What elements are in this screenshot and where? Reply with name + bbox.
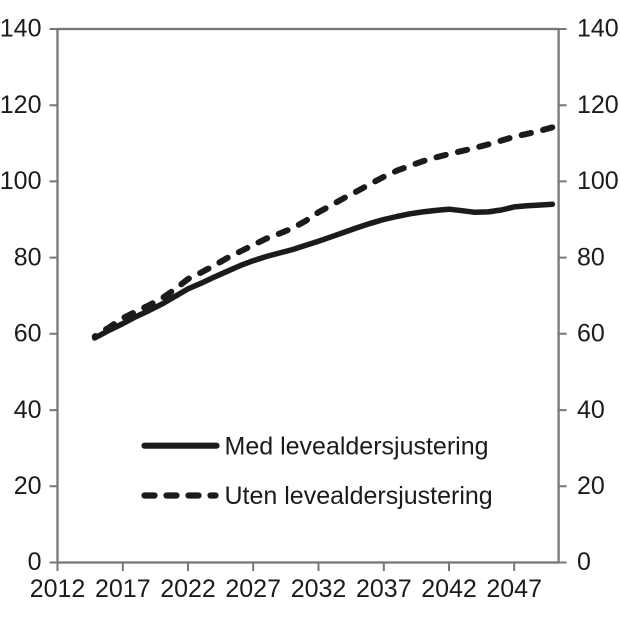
svg-text:0: 0	[577, 548, 591, 576]
svg-text:140: 140	[577, 15, 619, 43]
svg-text:40: 40	[577, 396, 605, 424]
svg-text:20: 20	[14, 472, 42, 500]
svg-text:2032: 2032	[291, 575, 347, 603]
svg-text:2042: 2042	[421, 575, 477, 603]
svg-text:Med levealdersjustering: Med levealdersjustering	[225, 432, 489, 460]
svg-text:80: 80	[14, 243, 42, 271]
svg-text:100: 100	[0, 167, 42, 195]
svg-text:2022: 2022	[160, 575, 216, 603]
svg-text:2027: 2027	[225, 575, 281, 603]
svg-text:40: 40	[14, 396, 42, 424]
svg-text:120: 120	[577, 91, 619, 119]
svg-text:2037: 2037	[356, 575, 412, 603]
svg-text:2012: 2012	[30, 575, 86, 603]
svg-text:2017: 2017	[95, 575, 151, 603]
svg-text:120: 120	[0, 91, 42, 119]
svg-text:Uten levealdersjustering: Uten levealdersjustering	[225, 482, 493, 510]
svg-text:60: 60	[14, 320, 42, 348]
svg-text:100: 100	[577, 167, 619, 195]
svg-text:140: 140	[0, 15, 42, 43]
svg-text:2047: 2047	[486, 575, 542, 603]
svg-text:0: 0	[28, 548, 42, 576]
svg-text:20: 20	[577, 472, 605, 500]
svg-text:80: 80	[577, 243, 605, 271]
svg-text:60: 60	[577, 320, 605, 348]
